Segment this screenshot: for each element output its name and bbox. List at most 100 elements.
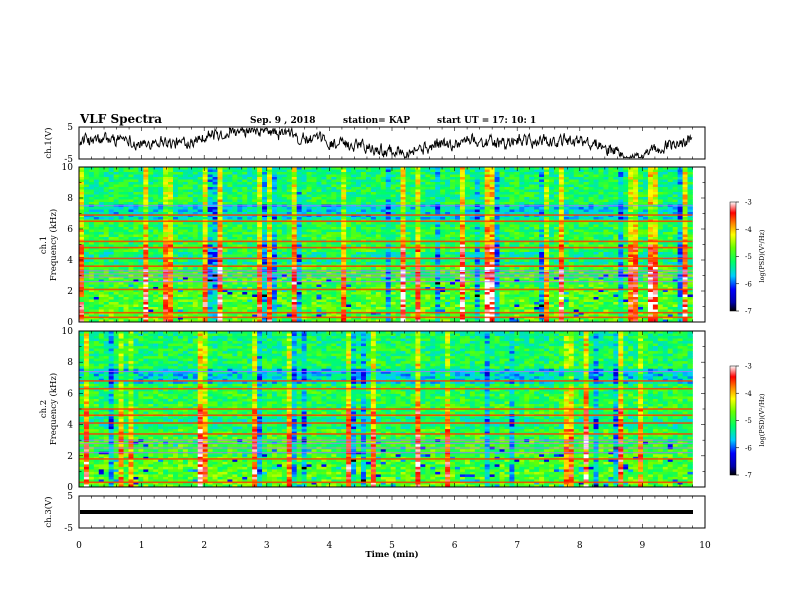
- spectrogram-cell: [177, 199, 184, 203]
- spectrogram-cell: [237, 229, 243, 233]
- spectrogram-cell: [262, 252, 268, 255]
- spectrogram-cell: [356, 234, 362, 238]
- spectrogram-cell: [405, 194, 411, 198]
- spectrogram-cell: [177, 249, 184, 253]
- spectrogram-cell: [356, 262, 362, 265]
- spectrogram-cell: [445, 244, 451, 248]
- spectrogram-cell: [331, 174, 337, 178]
- spectrogram-cell: [83, 262, 90, 265]
- spectrogram-cell: [519, 222, 525, 225]
- spectrogram-cell: [365, 222, 372, 225]
- spectrogram-cell: [276, 192, 283, 195]
- spectrogram-cell: [479, 199, 486, 203]
- spectrogram-cell: [514, 244, 520, 248]
- spectrogram-cell: [257, 192, 263, 195]
- spectrogram-cell: [113, 214, 119, 218]
- spectrogram-cell: [163, 167, 169, 170]
- spectrogram-cell: [514, 202, 520, 205]
- spectrogram-cell: [326, 177, 332, 180]
- spectrogram-cell: [455, 237, 461, 240]
- spectrogram-cell: [118, 252, 124, 255]
- spectrogram-cell: [519, 214, 525, 218]
- spectrogram-cell: [281, 237, 288, 240]
- spectrogram-cell: [623, 179, 629, 183]
- spectrogram-cell: [98, 187, 105, 190]
- spectrogram-cell: [420, 222, 426, 225]
- spectrogram-cell: [430, 207, 436, 210]
- spectrogram-cell: [445, 247, 451, 250]
- spectrogram-cell: [385, 174, 392, 178]
- spectrogram-cell: [217, 174, 223, 178]
- spectrogram-cell: [469, 197, 476, 200]
- spectrogram-cell: [242, 174, 248, 178]
- spectrogram-cell: [643, 254, 649, 258]
- spectrogram-cell: [593, 182, 599, 185]
- spectrogram-cell: [687, 169, 693, 173]
- spectrogram-cell: [657, 217, 664, 220]
- spectrogram-cell: [563, 217, 570, 220]
- spectrogram-cell: [192, 199, 199, 203]
- spectrogram-cell: [608, 169, 614, 173]
- spectrogram-cell: [326, 212, 332, 215]
- spectrogram-cell: [187, 172, 194, 175]
- spectrogram-cell: [553, 227, 560, 230]
- spectrogram-cell: [430, 259, 436, 263]
- spectrogram-cell: [603, 222, 609, 225]
- spectrogram-cell: [143, 224, 149, 228]
- spectrogram-cell: [321, 227, 327, 230]
- spectrogram-cell: [153, 232, 159, 235]
- spectrogram-cell: [430, 199, 436, 203]
- spectrogram-cell: [252, 214, 258, 218]
- spectrogram-cell: [489, 184, 495, 188]
- spectrogram-cell: [321, 229, 327, 233]
- spectrogram-cell: [420, 217, 426, 220]
- spectrogram-cell: [222, 187, 228, 190]
- spectrogram-cell: [445, 207, 451, 210]
- spectrogram-cell: [494, 247, 500, 250]
- spectrogram-cell: [405, 229, 411, 233]
- spectrogram-cell: [638, 207, 644, 210]
- spectrogram-cell: [563, 207, 570, 210]
- spectrogram-cell: [281, 254, 288, 258]
- spectrogram-cell: [583, 254, 589, 258]
- spectrogram-cell: [361, 169, 367, 173]
- spectrogram-cell: [563, 252, 570, 255]
- spectrogram-cell: [291, 212, 298, 215]
- spectrogram-cell: [356, 217, 362, 220]
- spectrogram-cell: [657, 247, 664, 250]
- spectrogram-cell: [553, 169, 560, 173]
- spectrogram-cell: [276, 232, 283, 235]
- spectrogram-cell: [207, 227, 213, 230]
- spectrogram-cell: [385, 202, 392, 205]
- spectrogram-cell: [138, 252, 144, 255]
- spectrogram-cell: [83, 184, 90, 188]
- spectrogram-cell: [425, 234, 431, 238]
- spectrogram-cell: [197, 217, 204, 220]
- spectrogram-cell: [524, 199, 530, 203]
- spectrogram-cell: [583, 197, 589, 200]
- spectrogram-cell: [385, 167, 392, 170]
- spectrogram-cell: [677, 184, 683, 188]
- spectrogram-cell: [375, 184, 382, 188]
- spectrogram-cell: [271, 224, 278, 228]
- spectrogram-cell: [380, 224, 387, 228]
- spectrogram-cell: [286, 229, 293, 233]
- spectrogram-cell: [237, 202, 243, 205]
- spectrogram-cell: [420, 202, 426, 205]
- spectrogram-cell: [534, 199, 540, 203]
- spectrogram-cell: [534, 194, 540, 198]
- spectrogram-cell: [539, 227, 545, 230]
- spectrogram-cell: [687, 174, 693, 178]
- spectrogram-cell: [479, 184, 486, 188]
- spectrogram-cell: [252, 209, 258, 213]
- spectrogram-cell: [212, 252, 218, 255]
- spectrogram-cell: [158, 189, 164, 193]
- spectrogram-cell: [316, 192, 322, 195]
- spectrogram-cell: [148, 259, 154, 263]
- spectrogram-cell: [113, 209, 119, 213]
- spectrogram-cell: [430, 189, 436, 193]
- spectrogram-cell: [608, 234, 614, 238]
- spectrogram-cell: [509, 207, 515, 210]
- spectrogram-cell: [593, 209, 599, 213]
- spectrogram-cell: [524, 179, 530, 183]
